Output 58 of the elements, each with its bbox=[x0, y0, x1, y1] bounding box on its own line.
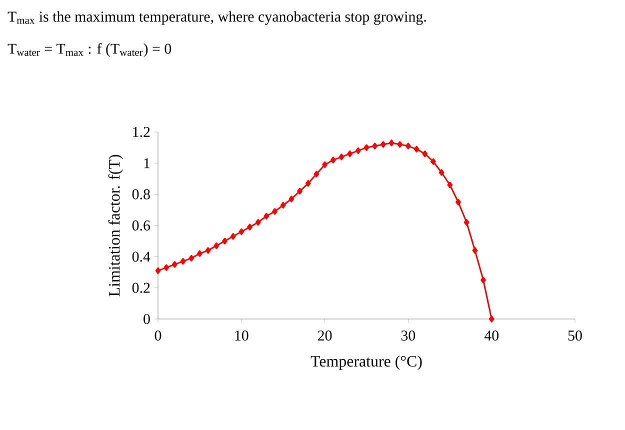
text: T$_{water}$ = T$_{max}$ : f (T$_{water}$) = 0 bbox=[8, 43, 172, 57]
point bbox=[330, 156, 336, 164]
point bbox=[447, 182, 453, 188]
point bbox=[297, 188, 302, 195]
point bbox=[364, 144, 370, 151]
point bbox=[388, 140, 394, 146]
point bbox=[414, 146, 420, 152]
y-tick-label: 1.2 bbox=[133, 126, 150, 138]
y-tick-label: 0.2 bbox=[132, 282, 150, 293]
point bbox=[472, 247, 478, 254]
point bbox=[438, 169, 444, 176]
point bbox=[355, 147, 361, 154]
point bbox=[480, 276, 486, 284]
y-tick-label: 0.8 bbox=[132, 189, 150, 200]
point bbox=[255, 219, 261, 226]
point bbox=[380, 141, 386, 148]
point bbox=[488, 316, 494, 322]
point bbox=[288, 196, 294, 202]
point bbox=[247, 224, 252, 230]
point bbox=[238, 228, 244, 236]
point bbox=[172, 261, 178, 268]
point bbox=[205, 247, 211, 254]
point bbox=[272, 208, 278, 215]
point bbox=[222, 238, 228, 244]
y-tick-label: 0.4 bbox=[132, 252, 150, 262]
x-tick-label: 30 bbox=[401, 330, 416, 341]
point bbox=[280, 202, 286, 209]
point bbox=[305, 180, 311, 187]
x-tick-label: 50 bbox=[568, 330, 582, 341]
y-axis-title: Limitation factor. f(T) bbox=[108, 154, 123, 296]
point bbox=[456, 198, 461, 206]
point bbox=[180, 258, 186, 265]
point bbox=[214, 242, 220, 250]
x-tick-label: 20 bbox=[318, 330, 332, 341]
y-tick-label: 0.6 bbox=[132, 220, 150, 231]
point bbox=[197, 250, 202, 257]
x-tick-label: 40 bbox=[484, 330, 499, 341]
point bbox=[314, 170, 320, 178]
point bbox=[347, 150, 353, 158]
point bbox=[430, 158, 436, 165]
point bbox=[322, 161, 328, 168]
y-tick-label: 1 bbox=[144, 158, 150, 168]
point bbox=[264, 212, 270, 220]
point bbox=[372, 142, 378, 150]
x-tick-label: 10 bbox=[235, 330, 248, 341]
point bbox=[164, 264, 170, 271]
point bbox=[397, 141, 403, 148]
x-axis-title: Temperature (°C) bbox=[310, 355, 422, 370]
x-tick-label: 0 bbox=[154, 330, 162, 341]
point bbox=[155, 267, 161, 274]
point bbox=[422, 150, 428, 158]
point bbox=[230, 233, 236, 240]
point bbox=[464, 219, 470, 226]
point bbox=[188, 254, 194, 262]
point bbox=[338, 154, 344, 160]
y-tick-label: 0 bbox=[144, 314, 150, 324]
text: T$_{max}$ is the maximum temperature, where cyanobacteria stop growing. bbox=[8, 11, 426, 25]
point bbox=[406, 142, 411, 150]
